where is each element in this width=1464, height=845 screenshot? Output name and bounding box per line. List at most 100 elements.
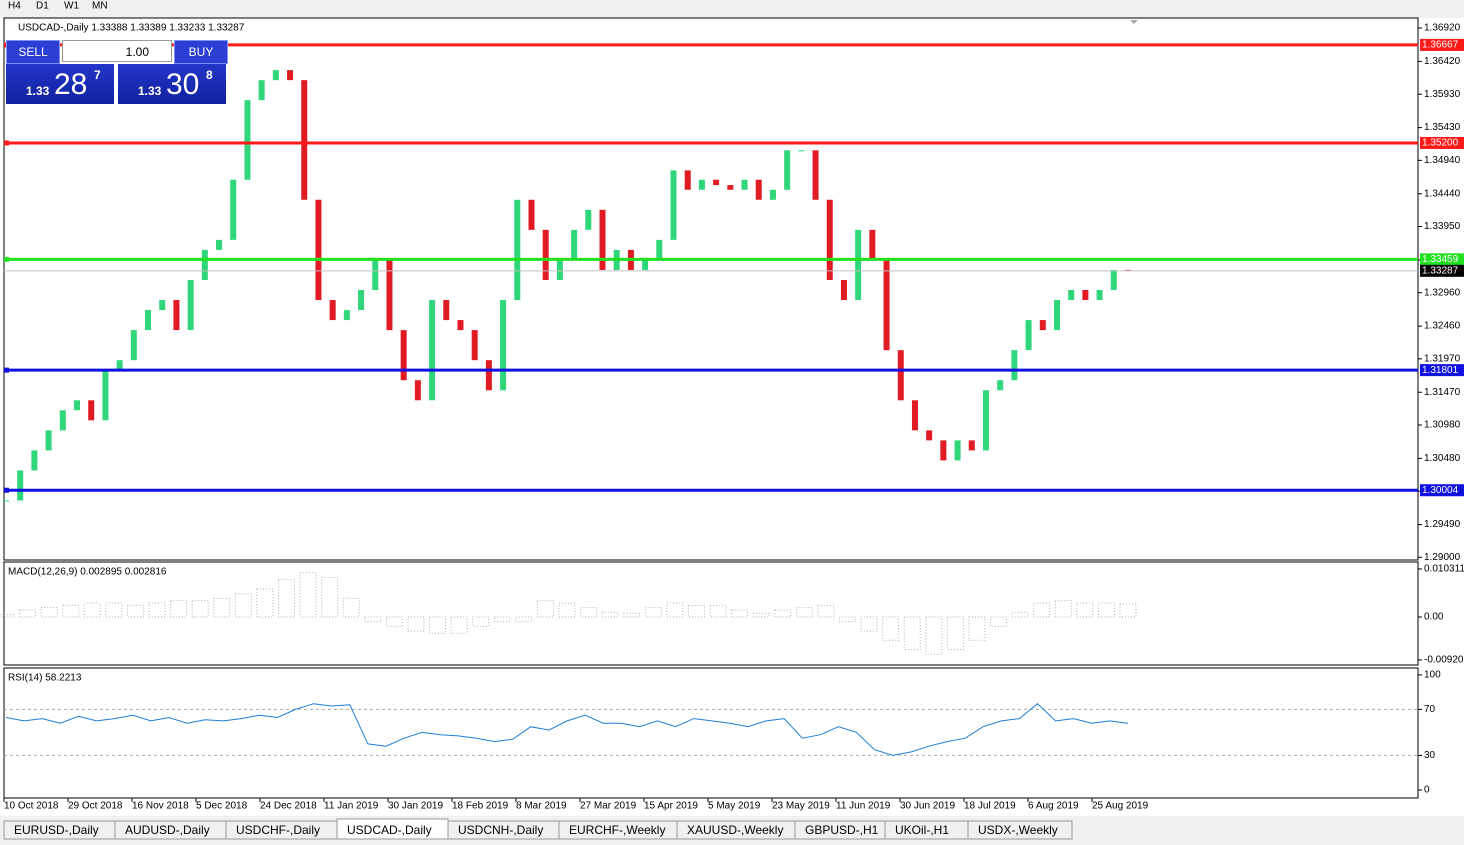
tab-label[interactable]: XAUUSD-,Weekly [687, 823, 783, 837]
macd-bar [990, 616, 1008, 627]
candle [414, 380, 421, 401]
ask-big: 1.33 [138, 84, 162, 98]
candle [656, 239, 663, 260]
y-tick-label: 1.31970 [1424, 353, 1461, 364]
candle [741, 179, 748, 190]
tab-label[interactable]: USDCNH-,Daily [458, 823, 543, 837]
macd-bar [731, 609, 749, 618]
candle [855, 229, 862, 301]
x-tick-label: 5 May 2019 [708, 801, 761, 812]
macd-bar [234, 593, 252, 618]
tab-label[interactable]: AUDUSD-,Daily [125, 823, 210, 837]
candle [400, 330, 407, 381]
tab-label[interactable]: USDCHF-,Daily [236, 823, 320, 837]
candle [74, 400, 81, 411]
macd-bar [580, 607, 598, 618]
level-tag [1420, 364, 1464, 377]
candle [769, 189, 776, 200]
bid-pips: 28 [54, 68, 88, 101]
level-tag [1420, 253, 1464, 266]
timeframe-button[interactable]: W1 [64, 1, 79, 12]
x-tick-label: 10 Oct 2018 [4, 801, 59, 812]
bid-big: 1.33 [26, 84, 50, 98]
tab-label[interactable]: GBPUSD-,H1 [805, 823, 879, 837]
tab[interactable] [967, 820, 1073, 840]
candle [798, 150, 805, 152]
candle [372, 259, 379, 291]
y-tick-label: 1.35930 [1424, 89, 1461, 100]
candle [31, 450, 38, 471]
candle [727, 185, 734, 190]
tab-label[interactable]: EURUSD-,Daily [14, 823, 99, 837]
x-tick-label: 29 Oct 2018 [68, 801, 123, 812]
y-tick-label: 1.30980 [1424, 420, 1461, 431]
candle [1096, 290, 1103, 301]
macd-bar [278, 579, 295, 618]
macd-bar [644, 607, 662, 618]
candle [272, 70, 279, 81]
candle [698, 179, 705, 190]
candle [201, 249, 208, 280]
tab-label[interactable]: USDX-,Weekly [978, 823, 1058, 837]
macd-bar [709, 604, 727, 618]
macd-bar [687, 604, 705, 618]
macd-bar [321, 576, 339, 618]
y-tick-label: 0.00 [1424, 612, 1444, 623]
trade-panel: SELL 1.00 BUY 1.33 28 7 1.33 30 8 [6, 40, 228, 105]
lots-input[interactable]: 1.00 [62, 40, 172, 62]
candle [784, 150, 791, 190]
candle [102, 370, 109, 421]
main-panel [3, 17, 1419, 561]
macd-bar [925, 616, 943, 655]
sell-button[interactable]: SELL [6, 40, 60, 64]
y-tick-label: 1.31470 [1424, 387, 1461, 398]
y-tick-label: 1.35430 [1424, 122, 1461, 133]
timeframe-button[interactable]: D1 [36, 1, 49, 12]
candle [500, 300, 507, 391]
x-tick-label: 16 Nov 2018 [132, 801, 189, 812]
y-tick-label: 30 [1424, 750, 1436, 761]
x-tick-label: 18 Feb 2019 [452, 801, 509, 812]
candle [187, 279, 194, 331]
candle [1068, 290, 1075, 301]
macd-bar [774, 609, 792, 618]
x-tick-label: 6 Aug 2019 [1028, 801, 1079, 812]
macd-bar [1054, 600, 1072, 618]
macd-bar [213, 597, 231, 618]
macd-bar [19, 609, 37, 618]
candle [911, 400, 918, 431]
macd-bar [817, 604, 835, 618]
macd-bar [170, 600, 188, 618]
candle [216, 239, 223, 250]
buy-button[interactable]: BUY [174, 40, 228, 64]
panel-title: MACD(12,26,9) 0.002895 0.002816 [8, 567, 167, 578]
macd-bar [429, 616, 447, 634]
candle [968, 440, 975, 451]
candle [343, 310, 350, 321]
candle [59, 410, 66, 431]
candle [3, 500, 9, 502]
tab-label[interactable]: UKOil-,H1 [895, 823, 949, 837]
level-handle [4, 256, 9, 262]
x-tick-label: 8 Mar 2019 [516, 801, 567, 812]
bid-quote[interactable]: 1.33 28 7 [6, 64, 114, 104]
candle [145, 310, 152, 331]
tab-label[interactable]: EURCHF-,Weekly [569, 823, 665, 837]
candle [826, 199, 833, 280]
candle [230, 179, 237, 240]
level-tag [1420, 136, 1464, 149]
ask-quote[interactable]: 1.33 30 8 [118, 64, 226, 104]
tab-label[interactable]: USDCAD-,Daily [347, 823, 432, 837]
candle [258, 80, 265, 101]
y-tick-label: 1.32960 [1424, 287, 1461, 298]
timeframe-button[interactable]: MN [92, 1, 108, 12]
x-tick-label: 30 Jan 2019 [388, 801, 443, 812]
x-tick-label: 5 Dec 2018 [196, 801, 248, 812]
ask-frac: 8 [206, 68, 213, 82]
timeframe-button[interactable]: H4 [8, 1, 21, 12]
candle [1025, 320, 1032, 351]
candle [358, 290, 365, 311]
macd-bar [126, 604, 144, 618]
